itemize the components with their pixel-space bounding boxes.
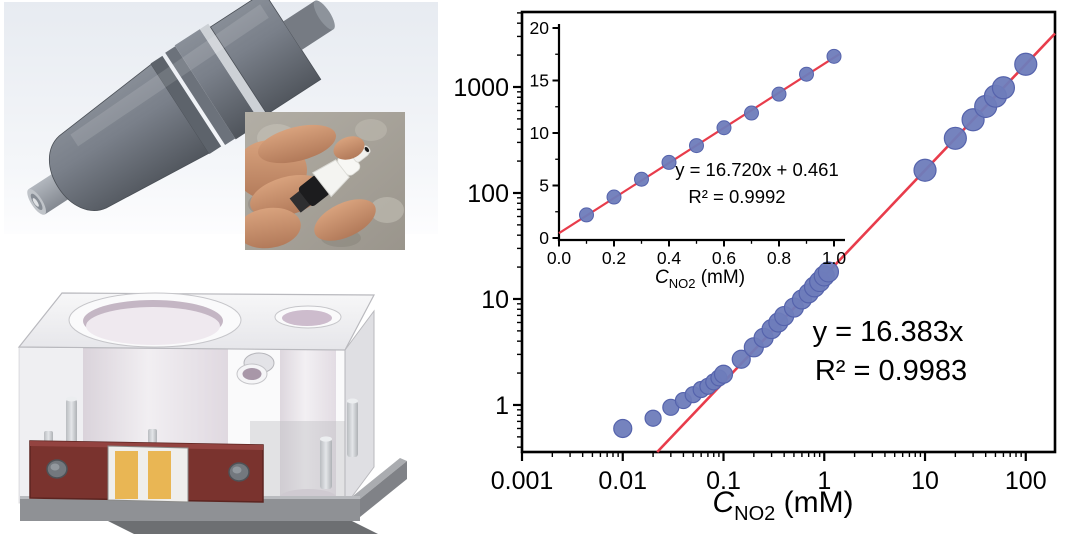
- main-data-points: [613, 52, 1038, 439]
- inset-plot: 0.0 0.2 0.4 0.6 0.8 1.0 0 5 10 15 20 y = 16.720x + …: [530, 18, 847, 291]
- inset-x-tick-label: 0.0: [547, 248, 572, 268]
- inset-y-tick-label: 5: [539, 176, 549, 196]
- inset-y-tick-label: 0: [539, 228, 549, 248]
- main-x-tick-label: 10: [911, 467, 939, 495]
- inset-x-tick-label: 0.6: [712, 248, 736, 268]
- main-x-tick-label: 0.1: [706, 467, 741, 495]
- thumb: [314, 199, 376, 241]
- inset-y-tick-label: 20: [530, 18, 550, 38]
- main-x-tick-label: 0.01: [598, 467, 647, 495]
- inset-data-points: [579, 48, 842, 223]
- inset-fit-equation: y = 16.720x + 0.461: [675, 159, 839, 180]
- fingertip: [333, 136, 365, 160]
- inset-x-tick-label: 1.0: [822, 248, 847, 268]
- main-x-tick-label: 0.001: [491, 467, 554, 495]
- main-y-tick-label: 1: [495, 392, 509, 420]
- inset-x-tick-label: 0.8: [767, 248, 791, 268]
- main-x-tick-label: 1: [817, 467, 831, 495]
- side-port: [236, 352, 275, 385]
- photo-hand-holding-sensor: [245, 112, 405, 250]
- main-y-tick-label: 100: [467, 180, 509, 208]
- alignment-pins: [44, 396, 358, 489]
- main-fit-equation: y = 16.383x: [813, 316, 964, 348]
- main-y-axis: 1 10 100 1000: [453, 12, 522, 448]
- inset-fit-r-squared: R² = 0.9992: [688, 186, 785, 207]
- main-x-tick-label: 100: [1005, 467, 1047, 495]
- cad-render-flow-cell: [17, 292, 407, 534]
- inset-x-axis-label: CNO2 (mM): [655, 267, 745, 291]
- main-fit-r-squared: R² = 0.9983: [815, 355, 967, 387]
- inset-x-tick-label: 0.4: [657, 248, 682, 268]
- main-y-tick-label: 1000: [453, 74, 509, 102]
- inset-y-tick-label: 10: [530, 123, 550, 143]
- main-plot-frame: [520, 10, 1057, 454]
- inset-x-tick-label: 0.2: [602, 248, 626, 268]
- inset-x-axis: 0.0 0.2 0.4 0.6 0.8 1.0: [547, 240, 847, 268]
- main-y-tick-label: 10: [481, 286, 509, 314]
- inset-y-axis: 0 5 10 15 20: [530, 18, 559, 248]
- inset-y-tick-label: 15: [530, 71, 549, 91]
- electrode-pcb: [29, 440, 264, 503]
- white-sensor-tip: [289, 145, 371, 213]
- sensor-body-group: [27, 0, 335, 215]
- main-x-axis-label: CNO2 (mM): [712, 486, 853, 525]
- main-x-axis: 0.001 0.01 0.1 1 10 100: [491, 452, 1047, 495]
